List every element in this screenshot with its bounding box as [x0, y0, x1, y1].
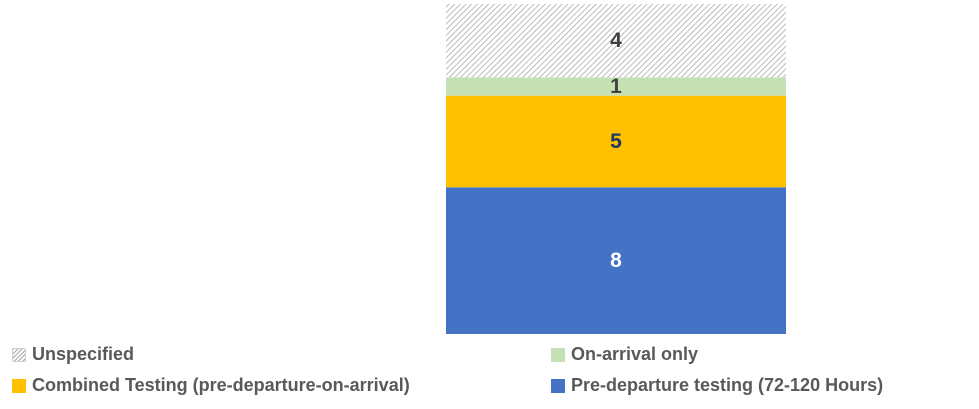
legend-swatch-unspecified: [12, 347, 26, 362]
data-labels: 8 5 1 4: [610, 29, 622, 272]
chart-legend: Unspecified On-arrival only Combined Tes…: [0, 340, 979, 409]
legend-item-on-arrival-only: On-arrival only: [551, 344, 698, 365]
legend-label-unspecified: Unspecified: [32, 344, 135, 364]
bar-segment-unspecified: [446, 4, 786, 78]
legend-swatch-pre-departure-testing: [551, 378, 565, 393]
legend-item-pre-departure-testing: Pre-departure testing (72-120 Hours): [551, 375, 883, 396]
legend-label-pre-departure-testing: Pre-departure testing (72-120 Hours): [571, 375, 884, 395]
legend-swatch-combined-testing: [12, 378, 26, 393]
bar-segment-on-arrival-only: [446, 77, 786, 96]
data-label-on-arrival-only: 1: [610, 75, 622, 98]
legend-swatch-on-arrival-only: [551, 347, 565, 362]
legend-label-combined-testing: Combined Testing (pre-departure-on-arriv…: [32, 375, 410, 395]
data-label-combined-testing-pre-departure-on-arrival: 5: [610, 130, 622, 153]
bar-segment-pre-departure-testing-72-120-hours: [446, 187, 786, 334]
bar-segment-combined-testing-pre-departure-on-arrival: [446, 95, 786, 188]
chart-plot-area: 8 5 1 4: [446, 4, 786, 334]
stacked-bar: [446, 4, 786, 334]
legend-item-combined-testing: Combined Testing (pre-departure-on-arriv…: [12, 375, 410, 396]
data-label-unspecified: 4: [610, 29, 622, 52]
legend-label-on-arrival-only: On-arrival only: [571, 344, 699, 364]
data-label-pre-departure-testing-72-120-hours: 8: [610, 249, 622, 272]
legend-item-unspecified: Unspecified: [12, 344, 134, 365]
